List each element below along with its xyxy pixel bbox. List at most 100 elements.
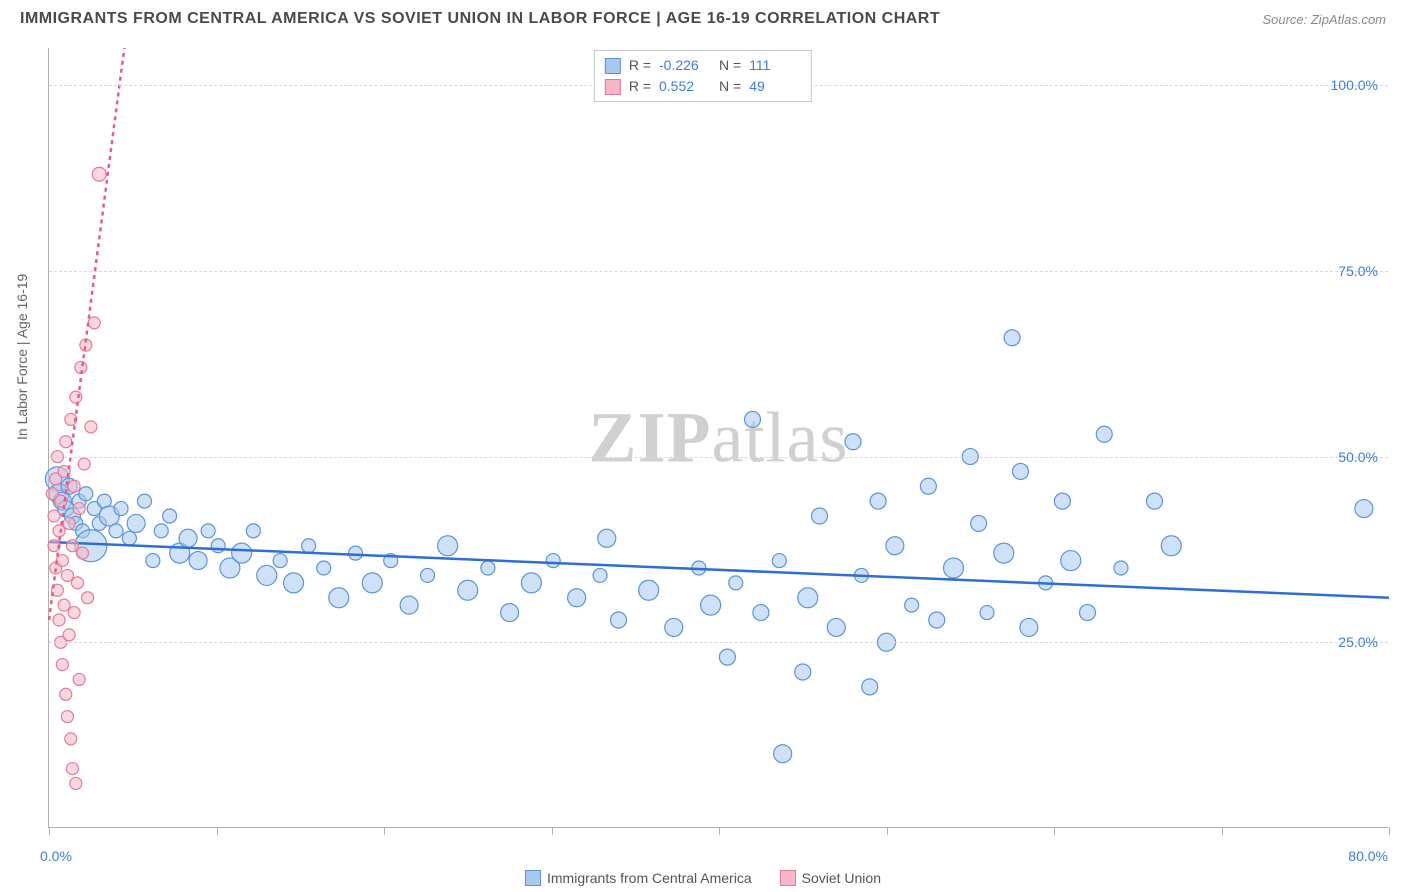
data-point	[1004, 330, 1020, 346]
data-point	[639, 580, 659, 600]
y-tick-label: 50.0%	[1338, 449, 1378, 465]
x-tick	[552, 827, 553, 835]
data-point	[114, 502, 128, 516]
data-point	[189, 552, 207, 570]
x-tick	[719, 827, 720, 835]
data-point	[302, 539, 316, 553]
data-point	[154, 524, 168, 538]
data-point	[61, 711, 73, 723]
data-point	[73, 673, 85, 685]
data-point	[211, 539, 225, 553]
data-point	[1061, 551, 1081, 571]
data-point	[257, 565, 277, 585]
data-point	[70, 391, 82, 403]
data-point	[729, 576, 743, 590]
data-point	[66, 540, 78, 552]
data-point	[60, 436, 72, 448]
data-point	[122, 531, 136, 545]
stat-r-value: -0.226	[659, 55, 711, 76]
y-tick-label: 100.0%	[1331, 77, 1378, 93]
stat-n-value: 111	[749, 55, 801, 76]
data-point	[798, 588, 818, 608]
y-tick-label: 75.0%	[1338, 263, 1378, 279]
data-point	[980, 606, 994, 620]
data-point	[73, 503, 85, 515]
data-point	[774, 745, 792, 763]
data-point	[127, 514, 145, 532]
x-tick	[1222, 827, 1223, 835]
data-point	[1020, 618, 1038, 636]
legend-item: Immigrants from Central America	[525, 870, 752, 886]
x-tick	[1054, 827, 1055, 835]
data-point	[68, 480, 80, 492]
data-point	[400, 596, 418, 614]
trend-line	[49, 542, 1389, 598]
y-axis-label: In Labor Force | Age 16-19	[14, 274, 30, 440]
y-tick-label: 25.0%	[1338, 634, 1378, 650]
stat-r-label: R =	[629, 76, 651, 97]
data-point	[109, 524, 123, 538]
data-point	[795, 664, 811, 680]
data-point	[1096, 426, 1112, 442]
data-point	[421, 568, 435, 582]
stat-n-label: N =	[719, 76, 741, 97]
x-axis-max-label: 80.0%	[1348, 848, 1388, 864]
legend-swatch	[780, 870, 796, 886]
data-point	[1161, 536, 1181, 556]
data-point	[827, 618, 845, 636]
data-point	[88, 317, 100, 329]
data-point	[1013, 463, 1029, 479]
data-point	[179, 529, 197, 547]
series-legend: Immigrants from Central America Soviet Un…	[525, 870, 881, 886]
data-point	[994, 543, 1014, 563]
data-point	[163, 509, 177, 523]
gridline	[49, 642, 1388, 643]
legend-swatch	[525, 870, 541, 886]
data-point	[665, 618, 683, 636]
data-point	[68, 607, 80, 619]
data-point	[53, 614, 65, 626]
data-point	[1080, 605, 1096, 621]
data-point	[870, 493, 886, 509]
data-point	[458, 580, 478, 600]
data-point	[598, 529, 616, 547]
data-point	[753, 605, 769, 621]
data-point	[701, 595, 721, 615]
data-point	[146, 554, 160, 568]
data-point	[58, 599, 70, 611]
data-point	[481, 561, 495, 575]
data-point	[812, 508, 828, 524]
data-point	[79, 487, 93, 501]
x-tick	[49, 827, 50, 835]
data-point	[920, 478, 936, 494]
data-point	[78, 458, 90, 470]
data-point	[201, 524, 215, 538]
data-point	[53, 525, 65, 537]
data-point	[66, 763, 78, 775]
data-point	[905, 598, 919, 612]
data-point	[521, 573, 541, 593]
data-point	[546, 554, 560, 568]
data-point	[70, 777, 82, 789]
legend-item: Soviet Union	[780, 870, 881, 886]
gridline	[49, 457, 1388, 458]
data-point	[92, 167, 106, 181]
data-point	[77, 547, 89, 559]
data-point	[349, 546, 363, 560]
stat-r-value: 0.552	[659, 76, 711, 97]
data-point	[944, 558, 964, 578]
data-point	[273, 554, 287, 568]
stat-r-label: R =	[629, 55, 651, 76]
data-point	[438, 536, 458, 556]
chart-title: IMMIGRANTS FROM CENTRAL AMERICA VS SOVIE…	[20, 10, 940, 28]
chart-source: Source: ZipAtlas.com	[1262, 12, 1386, 27]
stat-n-value: 49	[749, 76, 801, 97]
data-point	[63, 517, 75, 529]
legend-swatch	[605, 79, 621, 95]
data-point	[232, 543, 252, 563]
data-point	[329, 588, 349, 608]
data-point	[56, 659, 68, 671]
data-point	[71, 577, 83, 589]
data-point	[501, 604, 519, 622]
scatter-svg	[49, 48, 1388, 827]
